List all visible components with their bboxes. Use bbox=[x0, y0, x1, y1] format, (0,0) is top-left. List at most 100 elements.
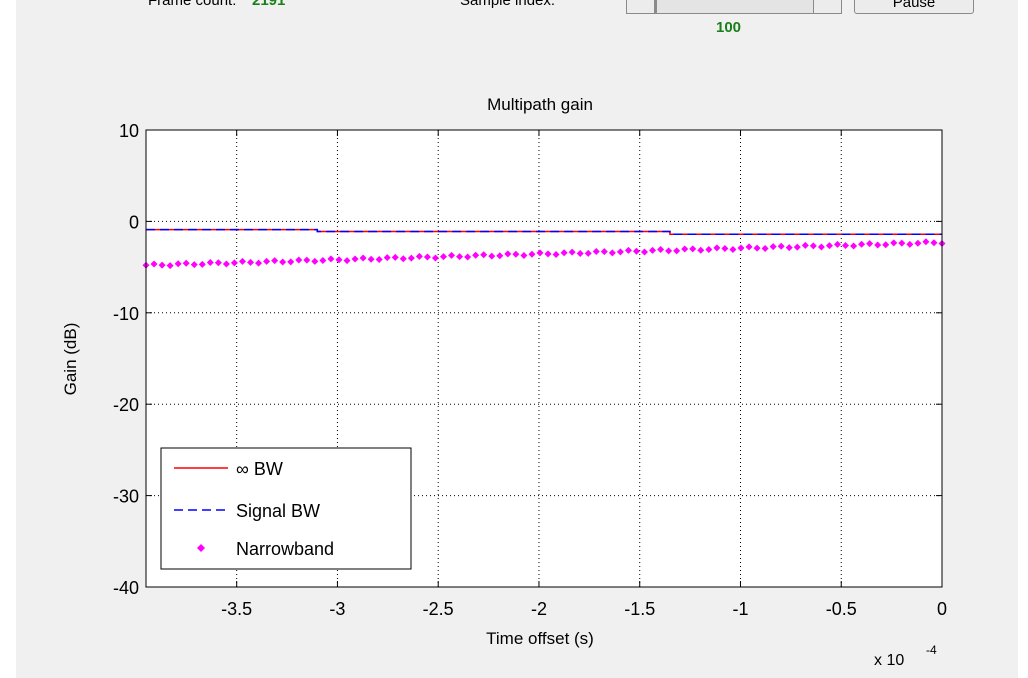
narrowband-marker bbox=[528, 250, 536, 258]
narrowband-marker bbox=[745, 243, 753, 251]
legend-swatch-narrowband bbox=[197, 544, 205, 552]
narrowband-marker bbox=[753, 244, 761, 252]
narrowband-marker bbox=[833, 240, 841, 248]
narrowband-marker bbox=[351, 255, 359, 263]
narrowband-marker bbox=[785, 244, 793, 252]
narrowband-marker bbox=[182, 259, 190, 267]
narrowband-marker bbox=[882, 241, 890, 249]
narrowband-marker bbox=[641, 248, 649, 256]
y-tick-label: -30 bbox=[113, 487, 139, 507]
x-tick-label: -3 bbox=[329, 599, 345, 619]
narrowband-marker bbox=[721, 245, 729, 253]
slider-thumb[interactable] bbox=[655, 0, 657, 13]
narrowband-marker bbox=[568, 248, 576, 256]
narrowband-marker bbox=[930, 239, 938, 247]
narrowband-marker bbox=[472, 251, 480, 259]
narrowband-marker bbox=[150, 260, 158, 268]
narrowband-marker bbox=[448, 251, 456, 259]
narrowband-marker bbox=[456, 253, 464, 261]
narrowband-marker bbox=[632, 247, 640, 255]
narrowband-marker bbox=[866, 240, 874, 248]
narrowband-marker bbox=[174, 260, 182, 268]
legend: ∞ BW Signal BW Narrowband bbox=[160, 447, 412, 570]
x-axis-label: Time offset (s) bbox=[486, 629, 594, 648]
narrowband-marker bbox=[817, 243, 825, 251]
narrowband-marker bbox=[335, 256, 343, 264]
narrowband-marker bbox=[592, 247, 600, 255]
frame-count-value: 2191 bbox=[252, 0, 286, 9]
legend-label-signal-bw: Signal BW bbox=[236, 501, 320, 521]
narrowband-marker bbox=[423, 253, 431, 261]
sample-index-slider[interactable] bbox=[626, 0, 842, 14]
x-tick-label: -3.5 bbox=[221, 599, 252, 619]
series-signal-bw-line bbox=[146, 228, 942, 235]
x-exponent-base: x 10 bbox=[874, 652, 904, 669]
narrowband-marker bbox=[689, 245, 697, 253]
y-tick-label: 0 bbox=[129, 212, 139, 232]
narrowband-marker bbox=[914, 239, 922, 247]
narrowband-marker bbox=[359, 254, 367, 262]
narrowband-marker bbox=[665, 247, 673, 255]
narrowband-marker bbox=[295, 256, 303, 264]
narrowband-marker bbox=[367, 255, 375, 263]
narrowband-marker bbox=[407, 254, 415, 262]
narrowband-marker bbox=[512, 250, 520, 258]
x-tick-label: -2.5 bbox=[423, 599, 454, 619]
narrowband-marker bbox=[206, 258, 214, 266]
narrowband-marker bbox=[464, 253, 472, 261]
narrowband-marker bbox=[898, 239, 906, 247]
narrowband-marker bbox=[311, 257, 319, 265]
x-tick-label: -2 bbox=[531, 599, 547, 619]
narrowband-marker bbox=[279, 258, 287, 266]
chart-title: Multipath gain bbox=[487, 95, 593, 114]
narrowband-marker bbox=[399, 255, 407, 263]
x-tick-label: -1 bbox=[732, 599, 748, 619]
narrowband-marker bbox=[439, 253, 447, 261]
narrowband-marker bbox=[576, 250, 584, 258]
narrowband-marker bbox=[303, 256, 311, 264]
slider-left-arrow[interactable] bbox=[627, 0, 655, 13]
narrowband-marker bbox=[560, 249, 568, 257]
narrowband-marker bbox=[777, 242, 785, 250]
sample-index-label: Sample index: bbox=[460, 0, 556, 9]
narrowband-marker bbox=[222, 260, 230, 268]
narrowband-marker bbox=[327, 255, 335, 263]
y-tick-label: -40 bbox=[113, 578, 139, 598]
narrowband-marker bbox=[825, 242, 833, 250]
narrowband-marker bbox=[737, 244, 745, 252]
x-tick-label: -1.5 bbox=[624, 599, 655, 619]
narrowband-marker bbox=[230, 259, 238, 267]
narrowband-marker bbox=[238, 257, 246, 265]
legend-label-inf-bw: ∞ BW bbox=[236, 459, 283, 479]
narrowband-marker bbox=[874, 241, 882, 249]
narrowband-marker bbox=[415, 252, 423, 260]
narrowband-marker bbox=[255, 259, 263, 267]
narrowband-marker bbox=[520, 251, 528, 259]
narrowband-marker bbox=[890, 239, 898, 247]
narrowband-marker bbox=[649, 246, 657, 254]
slider-right-arrow[interactable] bbox=[813, 0, 841, 13]
narrowband-marker bbox=[858, 240, 866, 248]
narrowband-marker bbox=[504, 250, 512, 258]
narrowband-marker bbox=[383, 254, 391, 262]
narrowband-marker bbox=[842, 241, 850, 249]
narrowband-marker bbox=[319, 257, 327, 265]
pause-button[interactable]: Pause bbox=[854, 0, 974, 14]
narrowband-marker bbox=[801, 241, 809, 249]
frame-count-label: Frame count: bbox=[148, 0, 237, 9]
narrowband-marker bbox=[263, 257, 271, 265]
narrowband-marker bbox=[198, 260, 206, 268]
series-layer bbox=[142, 228, 946, 270]
narrowband-marker bbox=[616, 248, 624, 256]
narrowband-marker bbox=[705, 246, 713, 254]
narrowband-marker bbox=[190, 261, 198, 269]
narrowband-marker bbox=[375, 255, 383, 263]
narrowband-marker bbox=[681, 245, 689, 253]
narrowband-marker bbox=[657, 245, 665, 253]
x-tick-label: 0 bbox=[937, 599, 947, 619]
x-exponent-power: -4 bbox=[926, 643, 937, 657]
narrowband-marker bbox=[158, 261, 166, 269]
narrowband-marker bbox=[391, 253, 399, 261]
y-tick-label: -20 bbox=[113, 395, 139, 415]
y-tick-label: -10 bbox=[113, 304, 139, 324]
